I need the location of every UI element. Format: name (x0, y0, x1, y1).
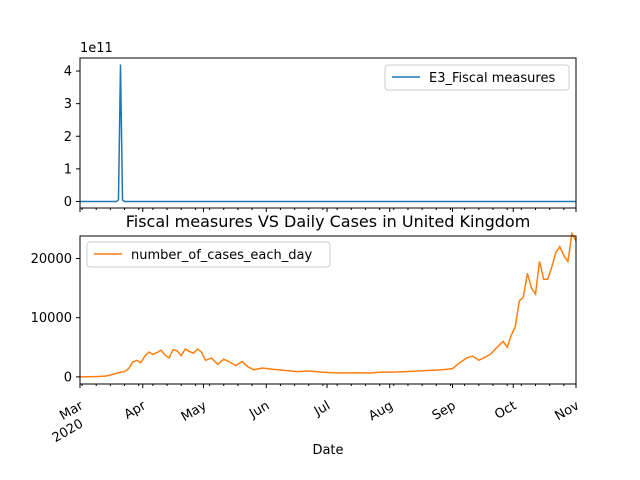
bottom-legend: number_of_cases_each_day (86, 241, 331, 268)
top-legend-label: E3_Fiscal measures (429, 71, 555, 86)
top-y-tick-label: 3 (64, 97, 72, 112)
top-y-tick-label: 0 (64, 195, 72, 210)
x-tick-label-apr: Apr (122, 398, 150, 423)
top-y-tick-label: 1 (64, 162, 72, 177)
bottom-legend-box (86, 241, 331, 268)
top-legend: E3_Fiscal measures (384, 64, 570, 91)
x-tick-label-nov: Nov (553, 398, 583, 424)
bottom-y-tick-label: 10000 (31, 311, 72, 326)
chart-title: Fiscal measures VS Daily Cases in United… (126, 212, 531, 231)
bottom-legend-label: number_of_cases_each_day (131, 248, 312, 263)
x-tick-label-jun: Jun (246, 398, 272, 422)
bottom-series-line (79, 231, 577, 378)
top-y-tick-label: 4 (64, 65, 72, 80)
top-series-line (80, 64, 576, 203)
x-tick-label-jul: Jul (311, 398, 333, 419)
x-axis-label: Date (312, 443, 343, 458)
top-legend-box (384, 64, 570, 91)
bottom-y-ticks: 0 10000 20000 (31, 252, 80, 385)
x-tick-label-aug: Aug (366, 398, 395, 424)
top-axes: 0 1 2 3 4 1e11 E3_Fiscal measures (64, 41, 577, 212)
top-offset-label: 1e11 (80, 41, 113, 56)
x-tick-label-oct: Oct (492, 398, 519, 422)
top-plot-frame (79, 57, 577, 209)
x-tick-label-sep: Sep (430, 398, 459, 423)
bottom-y-tick-label: 0 (64, 370, 72, 385)
bottom-y-tick-label: 20000 (31, 252, 72, 267)
top-y-ticks: 0 1 2 3 4 (64, 65, 80, 210)
bottom-plot-frame (79, 235, 577, 385)
top-y-tick-label: 2 (64, 130, 72, 145)
x-tick-label-may: May (179, 398, 210, 425)
